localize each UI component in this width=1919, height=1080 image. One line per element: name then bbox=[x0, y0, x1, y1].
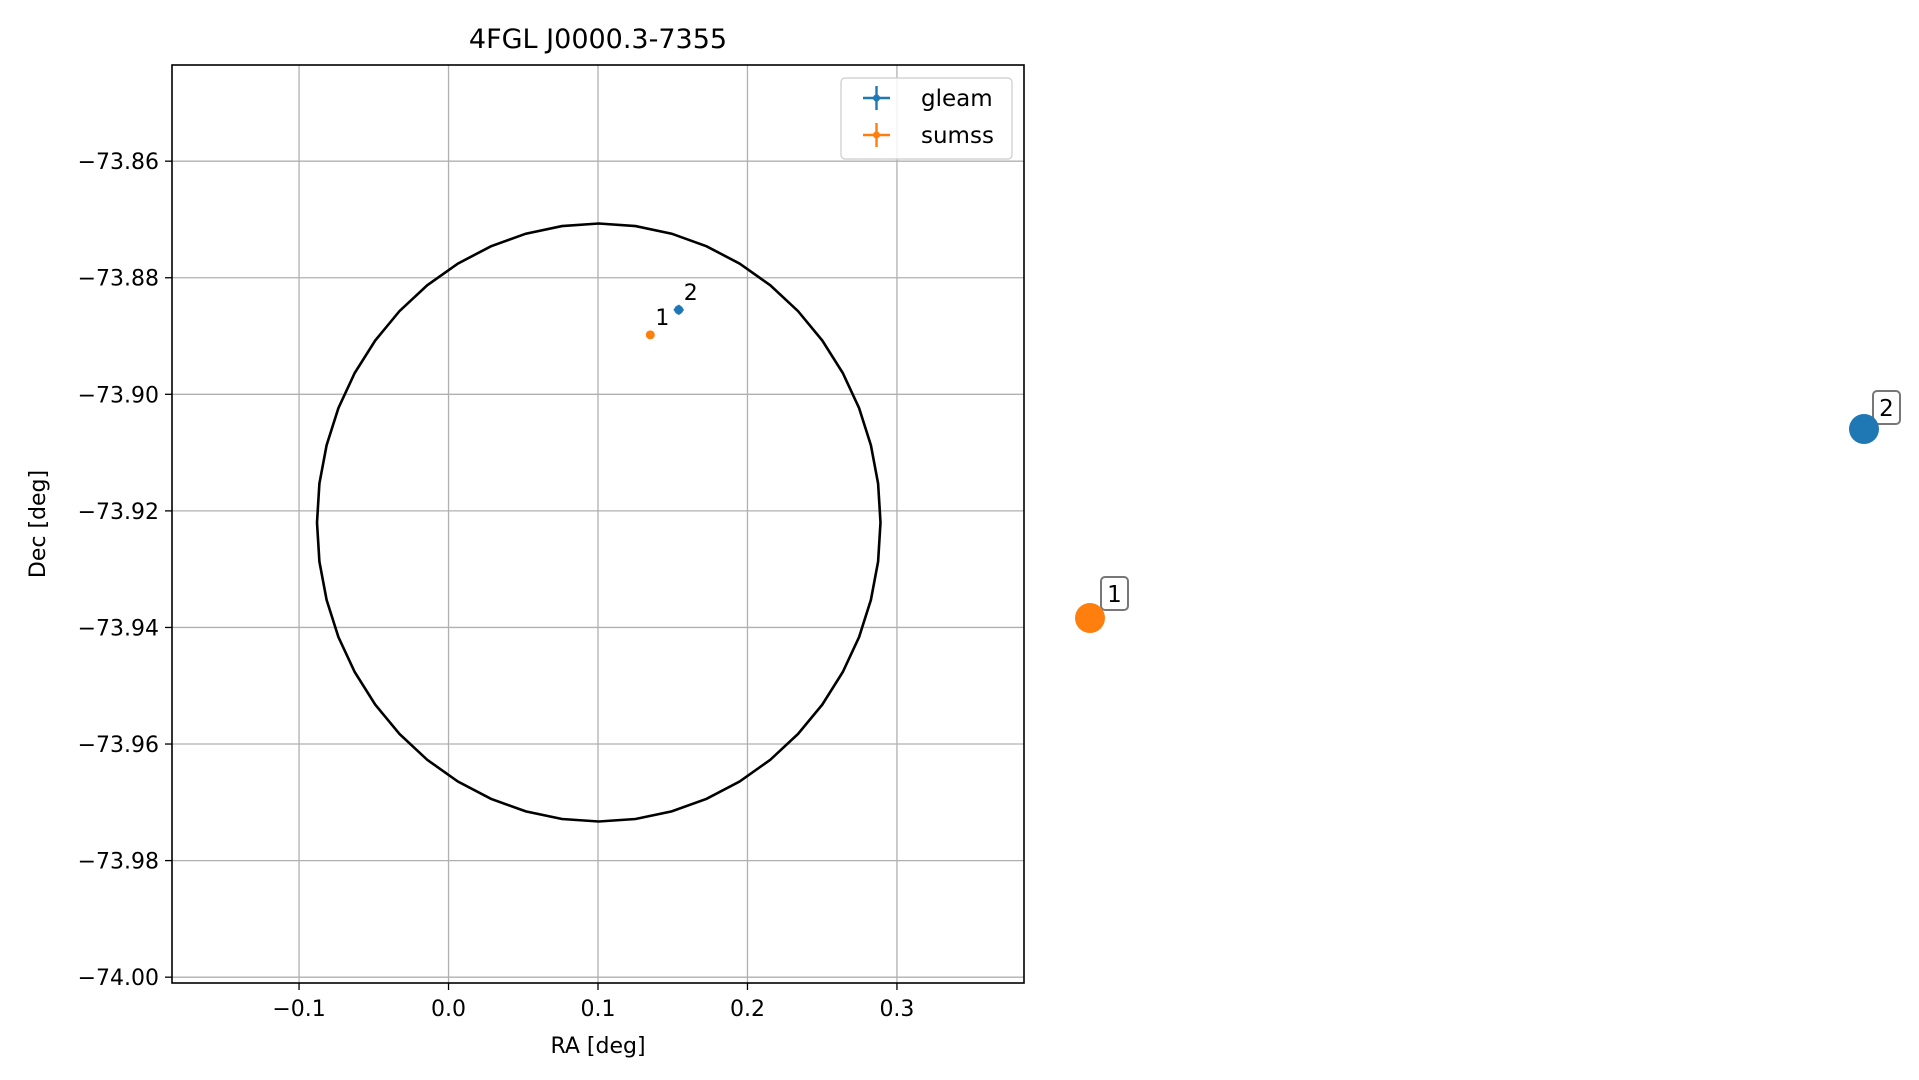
x-axis: −0.1 0.0 0.1 0.2 0.3 bbox=[272, 983, 914, 1022]
chart-title: 4FGL J0000.3-7355 bbox=[469, 24, 727, 55]
side-marker-1-dot bbox=[1075, 603, 1105, 633]
y-tick-label: −74.00 bbox=[78, 966, 159, 991]
point-gleam-label: 2 bbox=[684, 281, 698, 306]
x-tick-label: 0.3 bbox=[879, 997, 914, 1022]
side-marker-2-label: 2 bbox=[1879, 396, 1894, 422]
y-tick-label: −73.92 bbox=[78, 500, 159, 525]
main-chart: 4FGL J0000.3-7355 −0.1 0.0 0.1 0.2 0.3 −73.8… bbox=[26, 24, 1025, 1059]
x-tick-label: 0.0 bbox=[431, 997, 466, 1022]
y-tick-label: −73.94 bbox=[78, 616, 159, 641]
point-sumss-marker bbox=[645, 330, 655, 340]
point-sumss-1: 1 bbox=[645, 306, 669, 340]
point-gleam-2: 2 bbox=[673, 281, 698, 315]
point-sumss-label: 1 bbox=[655, 306, 669, 331]
gridlines bbox=[172, 65, 1024, 983]
side-marker-1: 1 bbox=[1075, 576, 1129, 633]
legend-entry-sumss: sumss bbox=[863, 123, 994, 149]
x-tick-label: 0.2 bbox=[730, 997, 765, 1022]
side-marker-2-labelbox bbox=[1872, 390, 1901, 425]
x-tick-label: 0.1 bbox=[581, 997, 616, 1022]
error-markers: 21 bbox=[645, 281, 698, 340]
y-tick-label: −73.90 bbox=[78, 383, 159, 408]
legend-entry-gleam: gleam bbox=[863, 86, 993, 112]
side-marker-2-dot bbox=[1849, 414, 1879, 444]
legend-label-gleam: gleam bbox=[921, 86, 993, 112]
y-axis-label: Dec [deg] bbox=[26, 470, 51, 578]
y-tick-label: −73.86 bbox=[78, 150, 159, 175]
y-tick-label: −73.88 bbox=[78, 267, 159, 292]
localization-ellipse bbox=[315, 222, 882, 823]
plot-frame bbox=[171, 64, 1025, 984]
x-tick-label: −0.1 bbox=[272, 997, 325, 1022]
y-tick-label: −73.96 bbox=[78, 733, 159, 758]
legend-label-sumss: sumss bbox=[921, 123, 994, 149]
side-marker-1-labelbox bbox=[1100, 576, 1129, 611]
x-axis-label: RA [deg] bbox=[550, 1034, 645, 1059]
y-tick-label: −73.98 bbox=[78, 850, 159, 875]
side-markers: 2 1 bbox=[1075, 390, 1901, 633]
side-marker-1-label: 1 bbox=[1107, 582, 1122, 608]
side-marker-2: 2 bbox=[1849, 390, 1901, 444]
y-axis: −73.86 −73.88 −73.90 −73.92 −73.94 −73.96 −73.… bbox=[78, 150, 172, 991]
legend: gleam sumss bbox=[840, 77, 1013, 160]
